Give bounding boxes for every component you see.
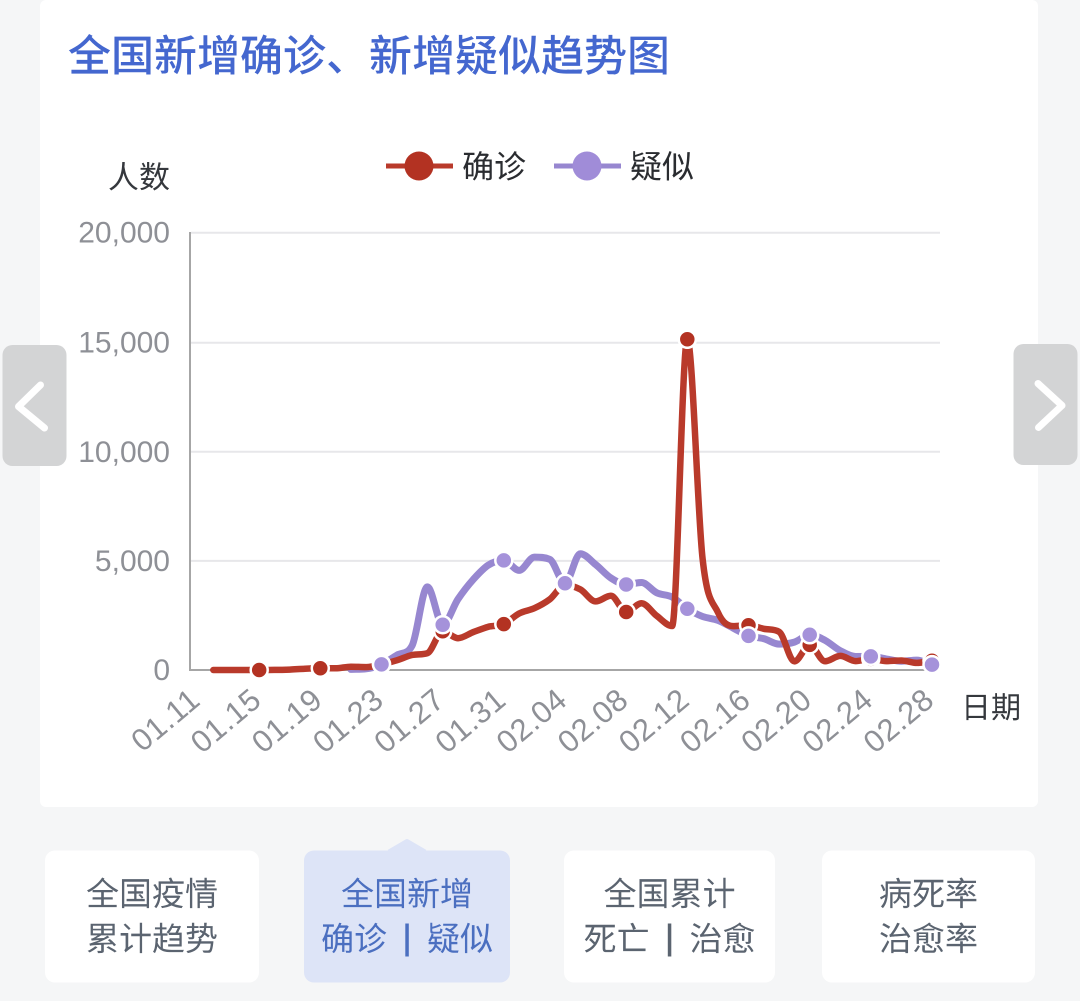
svg-text:01.19: 01.19	[245, 682, 329, 760]
svg-text:02.24: 02.24	[796, 682, 880, 760]
svg-text:01.27: 01.27	[367, 682, 451, 760]
svg-text:10,000: 10,000	[78, 436, 170, 469]
svg-text:01.31: 01.31	[428, 682, 512, 760]
svg-text:01.23: 01.23	[306, 682, 390, 760]
svg-text:20,000: 20,000	[78, 217, 170, 250]
svg-text:15,000: 15,000	[78, 327, 170, 360]
svg-text:02.28: 02.28	[857, 682, 941, 760]
svg-text:02.16: 02.16	[673, 682, 757, 760]
svg-text:02.04: 02.04	[490, 682, 574, 760]
svg-text:02.12: 02.12	[612, 682, 696, 760]
svg-text:0: 0	[153, 654, 170, 687]
svg-text:02.20: 02.20	[734, 682, 818, 760]
svg-text:5,000: 5,000	[95, 545, 170, 578]
svg-text:01.15: 01.15	[184, 682, 268, 760]
svg-text:02.08: 02.08	[551, 682, 635, 760]
